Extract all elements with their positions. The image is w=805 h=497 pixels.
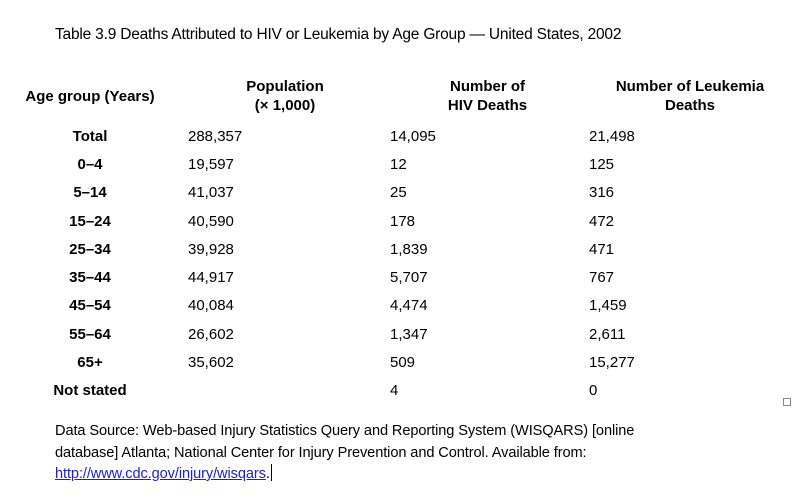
age-cell: 35–44	[69, 269, 111, 287]
data-table: Age group (Years) Population (× 1,000) N…	[0, 70, 795, 405]
age-cell: Total	[72, 127, 108, 145]
age-cell: 65+	[77, 354, 103, 372]
table-resize-handle[interactable]	[783, 398, 791, 406]
population-cell: 19,597	[188, 155, 234, 173]
header-hiv-deaths: Number of HIV Deaths	[447, 78, 528, 114]
data-source-line3: http://www.cdc.gov/injury/wisqars.	[55, 464, 775, 486]
wisqars-link[interactable]: http://www.cdc.gov/injury/wisqars	[55, 466, 266, 482]
table-row: 55–64 26,602 1,347 2,611	[0, 320, 795, 348]
after-link-period: .	[265, 466, 270, 482]
header-leukemia-deaths: Number of Leukemia Deaths	[615, 78, 765, 114]
leukemia-deaths-cell: 0	[589, 382, 598, 400]
hiv-deaths-cell: 4,474	[390, 297, 428, 315]
population-cell: 40,084	[188, 297, 234, 315]
hiv-deaths-cell: 25	[390, 184, 407, 202]
hiv-deaths-cell: 509	[390, 354, 416, 372]
age-cell: 25–34	[69, 240, 111, 258]
age-cell: 0–4	[77, 155, 103, 173]
header-age-group-label: Age group (Years)	[25, 87, 155, 105]
population-cell: 40,590	[188, 212, 234, 230]
leukemia-deaths-cell: 316	[589, 184, 615, 202]
population-cell: 39,928	[188, 240, 234, 258]
header-age-group: Age group (Years)	[0, 70, 180, 122]
population-cell: 44,917	[188, 269, 234, 287]
age-cell: 45–54	[69, 297, 111, 315]
population-cell: 26,602	[188, 325, 234, 343]
table-caption: Table 3.9 Deaths Attributed to HIV or Le…	[55, 26, 622, 43]
population-cell: 35,602	[188, 354, 234, 372]
data-source-line2: database] Atlanta; National Center for I…	[55, 444, 587, 461]
text-caret	[270, 464, 273, 481]
table-row: 5–14 41,037 25 316	[0, 179, 795, 207]
table-row: 0–4 19,597 12 125	[0, 150, 795, 178]
population-cell	[180, 377, 390, 405]
header-population: Population (× 1,000)	[246, 78, 324, 114]
data-source-line1: Data Source: Web-based Injury Statistics…	[55, 423, 635, 439]
leukemia-deaths-cell: 15,277	[589, 354, 635, 372]
population-cell: 288,357	[188, 127, 243, 145]
age-cell: Not stated	[53, 382, 127, 400]
hiv-deaths-cell: 12	[390, 155, 407, 173]
leukemia-deaths-cell: 471	[589, 240, 615, 258]
leukemia-deaths-cell: 767	[589, 269, 615, 287]
population-cell: 41,037	[188, 184, 234, 202]
data-source-note: Data Source: Web-based Injury Statistics…	[55, 421, 775, 486]
age-cell: 5–14	[73, 184, 107, 202]
leukemia-deaths-cell: 472	[589, 212, 615, 230]
hiv-deaths-cell: 1,347	[390, 325, 428, 343]
hiv-deaths-cell: 4	[390, 382, 399, 400]
age-cell: 15–24	[69, 212, 111, 230]
age-cell: 55–64	[69, 325, 111, 343]
table-row: 65+ 35,602 509 15,277	[0, 348, 795, 376]
leukemia-deaths-cell: 2,611	[589, 325, 626, 343]
hiv-deaths-cell: 5,707	[390, 269, 428, 287]
table-row: 45–54 40,084 4,474 1,459	[0, 292, 795, 320]
leukemia-deaths-cell: 1,459	[589, 297, 627, 315]
leukemia-deaths-cell: 21,498	[589, 127, 635, 145]
table-row: 25–34 39,928 1,839 471	[0, 235, 795, 263]
table-header-row: Age group (Years) Population (× 1,000) N…	[0, 70, 795, 122]
hiv-deaths-cell: 14,095	[390, 127, 436, 145]
hiv-deaths-cell: 178	[390, 212, 416, 230]
table-row: Total 288,357 14,095 21,498	[0, 122, 795, 150]
table-row: 15–24 40,590 178 472	[0, 207, 795, 235]
table-row: 35–44 44,917 5,707 767	[0, 263, 795, 291]
table-row: Not stated 4 0	[0, 377, 795, 405]
leukemia-deaths-cell: 125	[589, 155, 615, 173]
hiv-deaths-cell: 1,839	[390, 240, 428, 258]
